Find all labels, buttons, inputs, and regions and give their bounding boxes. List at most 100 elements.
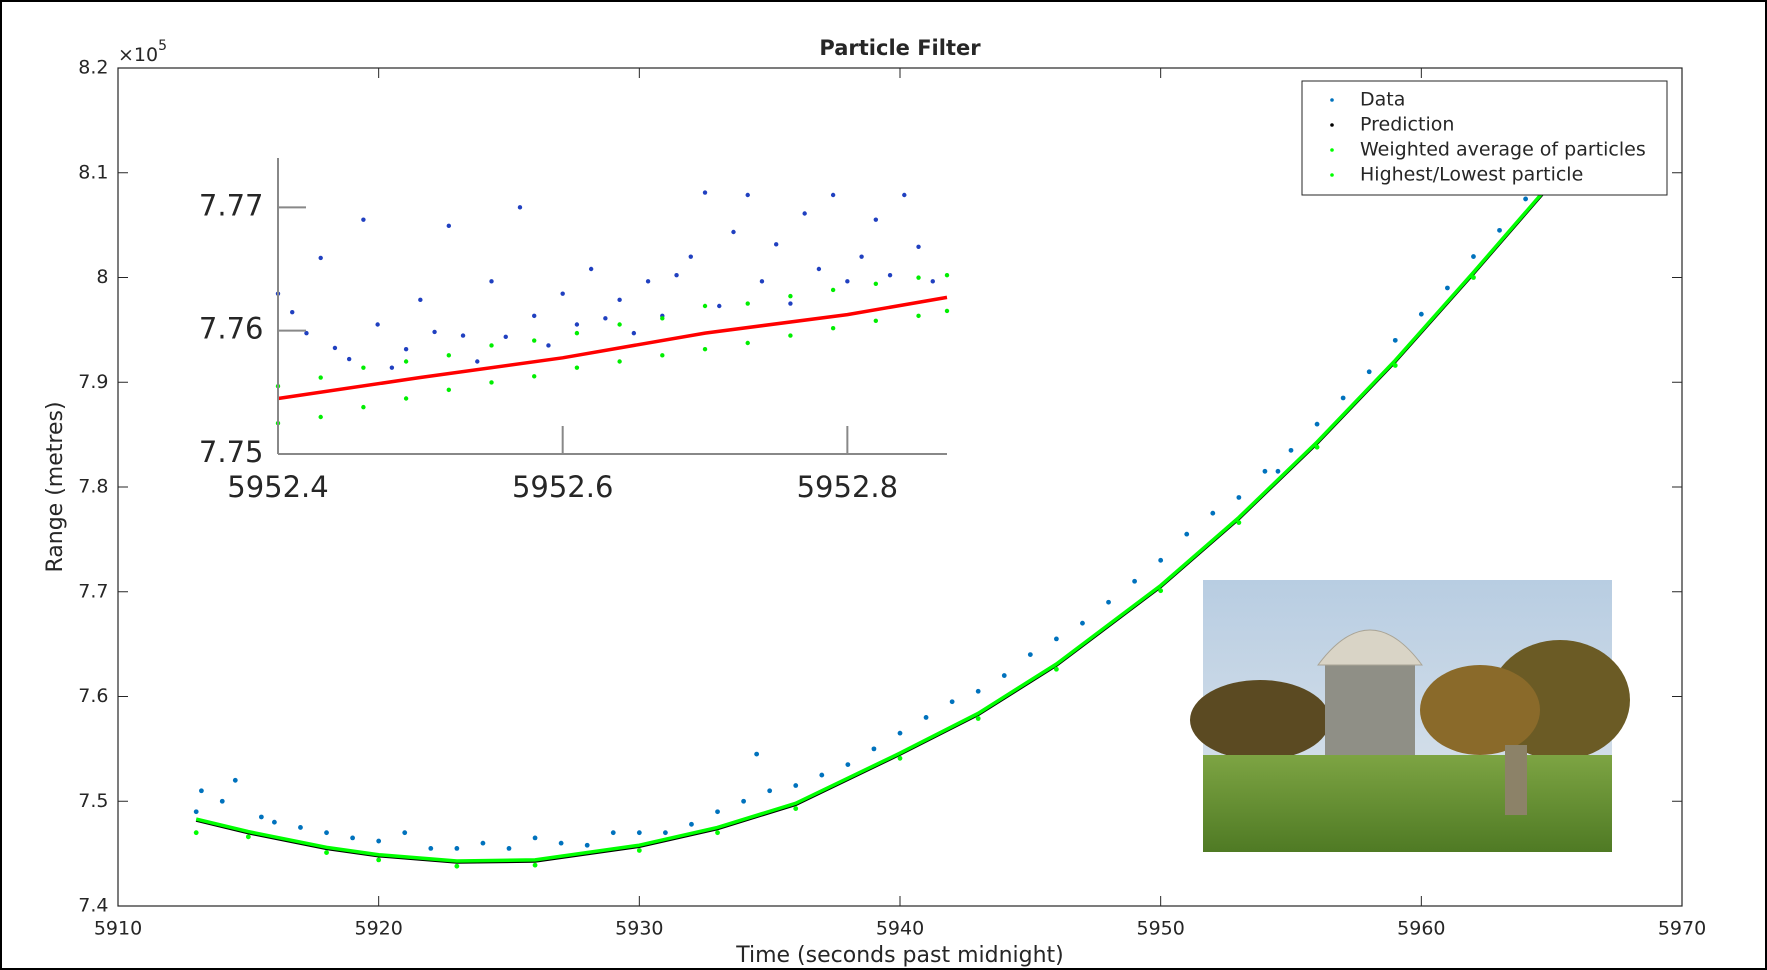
- x-tick-label: 5952.6: [512, 470, 613, 504]
- y-tick-label: 7.77: [199, 188, 264, 222]
- data-point: [574, 330, 580, 336]
- data-point: [1275, 468, 1281, 474]
- data-point: [460, 333, 466, 338]
- y-tick-label: 7.6: [78, 685, 108, 707]
- data-point: [1262, 468, 1268, 474]
- data-point: [446, 353, 452, 358]
- data-point: [660, 353, 665, 358]
- data-point: [517, 205, 523, 210]
- data-point: [1106, 599, 1111, 605]
- y-tick-label: 7.5: [78, 790, 108, 812]
- data-point: [830, 326, 836, 331]
- data-point: [1314, 421, 1320, 427]
- data-point: [446, 223, 452, 229]
- data-point: [532, 374, 537, 379]
- data-point: [1158, 588, 1164, 594]
- data-point: [975, 716, 981, 721]
- data-point: [873, 281, 879, 286]
- data-point: [617, 297, 622, 303]
- data-point: [574, 322, 580, 327]
- legend-box: [1301, 80, 1668, 196]
- data-point: [603, 316, 608, 321]
- data-point: [1210, 510, 1216, 516]
- data-point: [1158, 557, 1164, 563]
- data-point: [788, 333, 793, 338]
- data-point: [745, 192, 750, 198]
- x-tick-label: 5952.4: [227, 470, 328, 504]
- inset-chart: 5952.4 5952.6 5952.8 7.75 7.76 7.77: [178, 150, 953, 530]
- data-point: [532, 313, 537, 319]
- data-point: [767, 788, 773, 794]
- data-point: [702, 190, 708, 195]
- data-point: [1497, 227, 1502, 233]
- x-tick-label: 5970: [1658, 917, 1706, 939]
- data-point: [617, 359, 622, 364]
- data-point: [350, 835, 355, 841]
- data-point: [1054, 666, 1059, 672]
- data-point: [546, 343, 551, 348]
- data-point: [428, 845, 434, 851]
- data-point: [859, 254, 864, 259]
- data-point: [560, 291, 565, 296]
- data-point: [245, 834, 251, 840]
- legend-label: Highest/Lowest particle: [1360, 164, 1583, 186]
- data-point: [1132, 578, 1137, 584]
- data-point: [631, 330, 637, 336]
- photo-tree: [1420, 665, 1540, 755]
- data-point: [731, 229, 736, 235]
- x-tick-label: 5952.8: [797, 470, 898, 504]
- legend-marker: [1330, 173, 1334, 177]
- data-point: [975, 688, 981, 694]
- data-point: [916, 244, 921, 249]
- data-point: [745, 340, 750, 346]
- data-point: [506, 845, 512, 851]
- axes: 5910 5920 5930 5940 5950 5960 5970 7.4 7.5 7.6 7.7…: [78, 57, 1706, 940]
- x-tick-label: 5930: [615, 917, 663, 939]
- data-point: [232, 777, 238, 783]
- data-point: [446, 387, 452, 393]
- data-point: [1080, 620, 1085, 626]
- data-point: [389, 365, 395, 370]
- data-point: [773, 242, 779, 247]
- data-point: [402, 830, 408, 836]
- data-point: [802, 211, 807, 216]
- data-point: [1340, 395, 1346, 401]
- data-point: [532, 835, 538, 841]
- y-multiplier: ×105: [118, 38, 167, 66]
- data-point: [702, 303, 708, 309]
- x-tick-label: 5960: [1397, 917, 1445, 939]
- data-point: [318, 375, 323, 380]
- y-tick-label: 8: [96, 266, 108, 288]
- photo-dome: [1317, 629, 1423, 666]
- data-point: [745, 301, 750, 306]
- data-point: [403, 396, 409, 401]
- y-tick-label: 7.7: [78, 580, 108, 602]
- data-point: [1392, 363, 1398, 368]
- data-point: [645, 279, 651, 284]
- data-point: [1366, 369, 1372, 375]
- data-point: [1445, 285, 1450, 291]
- data-point: [944, 272, 950, 278]
- plot-area: [193, 147, 1580, 869]
- data-point: [489, 279, 494, 284]
- data-point: [199, 788, 204, 794]
- y-tick-label: 7.4: [78, 895, 108, 917]
- x-tick-label: 5950: [1136, 917, 1184, 939]
- data-point: [759, 279, 765, 284]
- legend: Data Prediction Weighted average of partic…: [1301, 80, 1668, 196]
- data-point: [361, 217, 366, 222]
- photo-statue: [1505, 745, 1527, 815]
- data-point: [403, 359, 409, 364]
- data-point: [489, 343, 494, 348]
- data-point: [902, 192, 907, 198]
- data-point: [1471, 275, 1476, 280]
- photo-grass: [1203, 755, 1612, 852]
- data-point: [610, 830, 616, 836]
- data-point: [193, 809, 199, 815]
- data-point: [304, 330, 309, 336]
- x-tick-label: 5910: [94, 917, 142, 939]
- data-point: [318, 255, 323, 261]
- data-point: [793, 806, 799, 811]
- data-point: [475, 359, 480, 364]
